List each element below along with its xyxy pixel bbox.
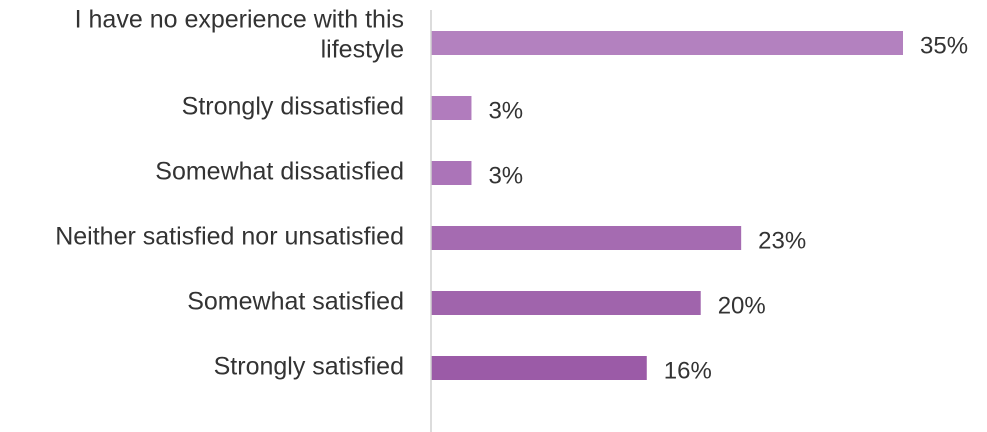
value-label-4: 20% (718, 292, 766, 319)
category-label-0: I have no experience with this lifestyle (75, 6, 404, 64)
bar-3 (431, 226, 742, 250)
bar-4 (431, 291, 701, 315)
value-label-0: 35% (920, 32, 968, 59)
value-labels: 35% 3% 3% 23% 20% 16% (488, 32, 968, 384)
bar-5 (431, 356, 647, 380)
category-label-line: Somewhat dissatisfied (155, 158, 404, 186)
category-label-4: Somewhat satisfied (187, 288, 404, 316)
bar-0 (431, 31, 903, 55)
category-label-5: Strongly satisfied (214, 353, 404, 381)
category-label-2: Somewhat dissatisfied (155, 158, 404, 186)
category-label-3: Neither satisfied nor unsatisfied (55, 223, 404, 251)
value-label-1: 3% (488, 97, 523, 124)
category-label-line: I have no experience with this (75, 6, 404, 34)
category-label-line: lifestyle (321, 36, 404, 64)
category-label-line: Strongly satisfied (214, 353, 404, 381)
category-labels: I have no experience with this lifestyle S… (55, 6, 404, 381)
value-label-2: 3% (488, 162, 523, 189)
value-label-5: 16% (664, 357, 712, 384)
value-label-3: 23% (758, 227, 806, 254)
category-label-line: Somewhat satisfied (187, 288, 404, 316)
bar-2 (431, 161, 472, 185)
category-label-line: Neither satisfied nor unsatisfied (55, 223, 404, 251)
bars-layer (431, 31, 903, 380)
bar-1 (431, 96, 472, 120)
category-label-line: Strongly dissatisfied (182, 93, 404, 121)
category-label-1: Strongly dissatisfied (182, 93, 404, 121)
